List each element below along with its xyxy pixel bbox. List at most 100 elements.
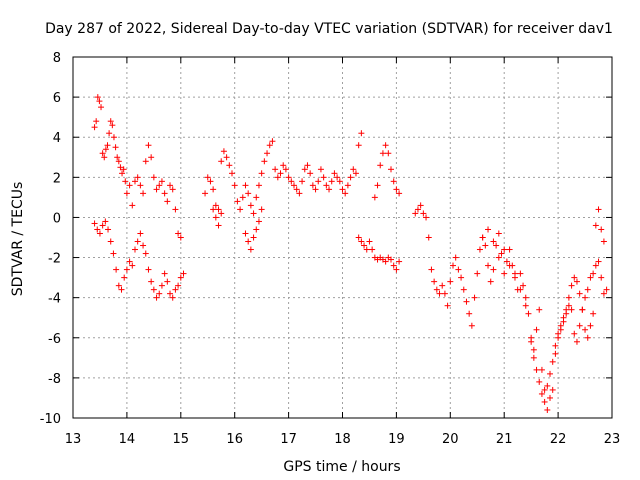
y-tick-label: -2: [48, 252, 61, 267]
data-point: [393, 186, 400, 193]
data-point: [485, 226, 492, 233]
data-point: [109, 122, 116, 129]
data-point: [557, 322, 564, 329]
y-tick-label: -10: [40, 412, 61, 427]
data-point: [344, 182, 351, 189]
data-point: [148, 278, 155, 285]
data-point: [374, 182, 381, 189]
data-point: [118, 286, 125, 293]
data-point: [145, 142, 152, 149]
data-point: [247, 246, 254, 253]
data-point: [237, 206, 244, 213]
data-point: [474, 270, 481, 277]
data-point: [522, 302, 529, 309]
data-point: [293, 186, 300, 193]
data-point: [150, 174, 157, 181]
data-point: [107, 118, 114, 125]
data-point: [126, 182, 133, 189]
data-point: [563, 306, 570, 313]
data-point: [131, 246, 138, 253]
data-point: [366, 238, 373, 245]
data-point: [385, 150, 392, 157]
y-tick-label: -6: [48, 332, 61, 347]
data-point: [134, 174, 141, 181]
data-point: [317, 166, 324, 173]
data-point: [164, 278, 171, 285]
data-point: [565, 294, 572, 301]
data-point: [547, 394, 554, 401]
data-point: [363, 246, 370, 253]
data-point: [255, 182, 262, 189]
data-point: [245, 190, 252, 197]
data-point: [164, 198, 171, 205]
data-point: [156, 182, 163, 189]
data-point: [490, 266, 497, 273]
data-point: [158, 178, 165, 185]
data-point: [568, 306, 575, 313]
data-point: [582, 326, 589, 333]
data-point: [91, 220, 98, 227]
data-point: [350, 166, 357, 173]
data-point: [315, 178, 322, 185]
data-point: [503, 258, 510, 265]
data-point: [98, 104, 105, 111]
data-point: [355, 234, 362, 241]
data-point: [352, 170, 359, 177]
data-point: [355, 142, 362, 149]
data-point: [595, 206, 602, 213]
data-point: [99, 222, 106, 229]
data-point: [342, 190, 349, 197]
data-point: [106, 130, 113, 137]
data-point: [115, 282, 122, 289]
data-point: [579, 306, 586, 313]
data-point: [299, 178, 306, 185]
data-point: [506, 246, 513, 253]
data-point: [234, 198, 241, 205]
data-point: [382, 258, 389, 265]
data-point: [420, 210, 427, 217]
data-point: [129, 202, 136, 209]
grid: [73, 57, 612, 418]
data-point: [207, 178, 214, 185]
data-point: [323, 182, 330, 189]
data-point: [460, 286, 467, 293]
data-point: [226, 162, 233, 169]
data-point: [388, 166, 395, 173]
data-point: [568, 282, 575, 289]
data-point: [102, 218, 109, 225]
data-point: [369, 246, 376, 253]
data-point: [393, 266, 400, 273]
data-point: [101, 154, 108, 161]
y-axis-title: SDTVAR / TECUs: [10, 182, 26, 297]
data-point: [455, 266, 462, 273]
data-point: [511, 270, 518, 277]
data-point: [552, 350, 559, 357]
data-point: [280, 162, 287, 169]
data-point: [140, 190, 147, 197]
data-point: [382, 142, 389, 149]
data-point: [250, 234, 257, 241]
data-point: [266, 142, 273, 149]
data-point: [212, 214, 219, 221]
x-tick-label: 23: [604, 432, 621, 447]
data-point: [119, 170, 126, 177]
x-tick-label: 19: [388, 432, 405, 447]
data-point: [603, 286, 610, 293]
data-point: [476, 246, 483, 253]
data-point: [576, 322, 583, 329]
data-point: [336, 178, 343, 185]
data-point: [331, 170, 338, 177]
data-point: [587, 274, 594, 281]
data-point: [218, 210, 225, 217]
data-point: [285, 174, 292, 181]
data-point: [202, 190, 209, 197]
x-tick-label: 21: [496, 432, 513, 447]
data-point: [247, 202, 254, 209]
y-tick-label: 6: [53, 91, 61, 106]
data-point: [439, 282, 446, 289]
data-point: [425, 234, 432, 241]
x-axis: 13 14 15 16 17 18 19 20 21 22 23: [65, 57, 621, 447]
data-point: [412, 210, 419, 217]
data-point: [571, 274, 578, 281]
x-tick-label: 16: [226, 432, 243, 447]
